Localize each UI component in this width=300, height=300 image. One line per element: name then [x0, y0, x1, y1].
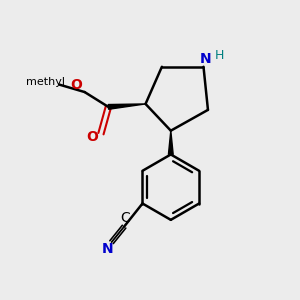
Text: C: C [121, 212, 130, 225]
Text: N: N [200, 52, 212, 66]
Text: O: O [87, 130, 99, 144]
Text: O: O [70, 78, 82, 92]
Text: N: N [101, 242, 113, 256]
Polygon shape [168, 131, 173, 154]
Polygon shape [108, 104, 146, 109]
Text: H: H [214, 49, 224, 62]
Text: methyl: methyl [26, 76, 64, 87]
